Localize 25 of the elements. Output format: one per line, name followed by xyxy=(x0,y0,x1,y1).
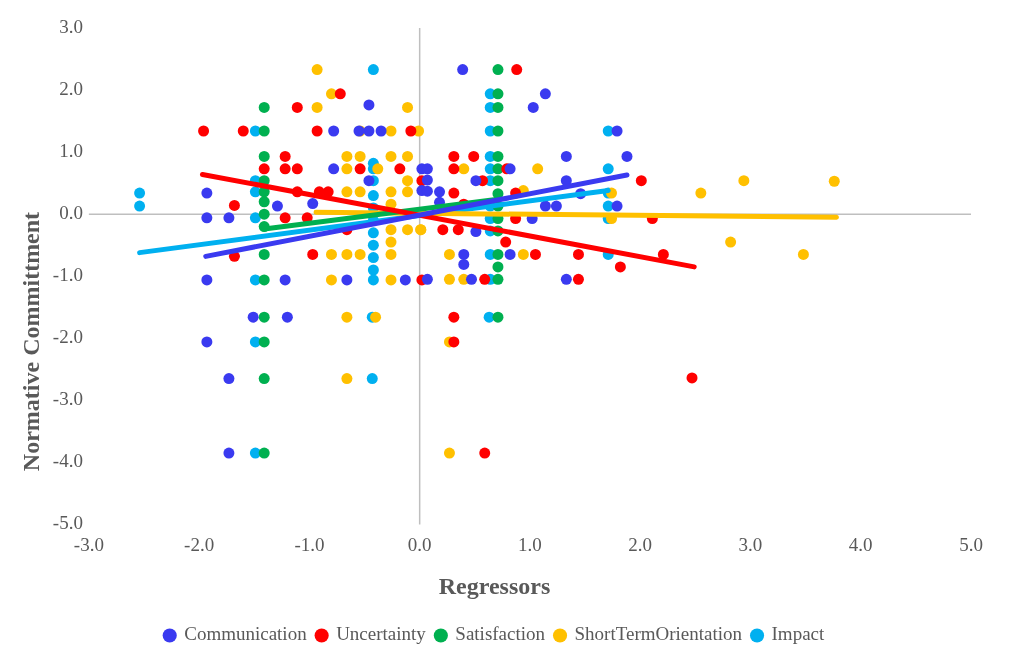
x-tick-label: 5.0 xyxy=(959,533,983,555)
x-tick-label: 4.0 xyxy=(848,533,873,555)
x-tick-label: -3.0 xyxy=(73,533,104,555)
x-axis-title: Regressors xyxy=(438,572,551,599)
y-tick-label: -5.0 xyxy=(52,512,83,534)
x-tick-label: -2.0 xyxy=(184,533,215,555)
y-axis-title: Normative Committment xyxy=(17,211,44,472)
x-tick-label: 0.0 xyxy=(407,533,432,555)
y-tick-label: 0.0 xyxy=(59,202,83,224)
legend-label: Impact xyxy=(771,623,826,645)
legend-label: Satisfaction xyxy=(455,623,546,645)
legend-label: Communication xyxy=(184,623,308,645)
y-tick-label: 3.0 xyxy=(59,15,83,37)
x-tick-label: 3.0 xyxy=(738,533,763,555)
y-tick-label: -2.0 xyxy=(52,326,83,348)
y-tick-label: -4.0 xyxy=(52,450,83,472)
y-tick-label: 1.0 xyxy=(59,140,83,162)
y-tick-label: -3.0 xyxy=(52,388,83,410)
y-tick-label: -1.0 xyxy=(52,264,83,286)
x-tick-label: 1.0 xyxy=(518,533,542,555)
x-tick-label: -1.0 xyxy=(294,533,325,555)
y-tick-label: 2.0 xyxy=(59,78,83,100)
legend-label: Uncertainty xyxy=(336,623,427,645)
legend-label: ShortTermOrientation xyxy=(574,623,743,645)
x-tick-label: 2.0 xyxy=(628,533,653,555)
